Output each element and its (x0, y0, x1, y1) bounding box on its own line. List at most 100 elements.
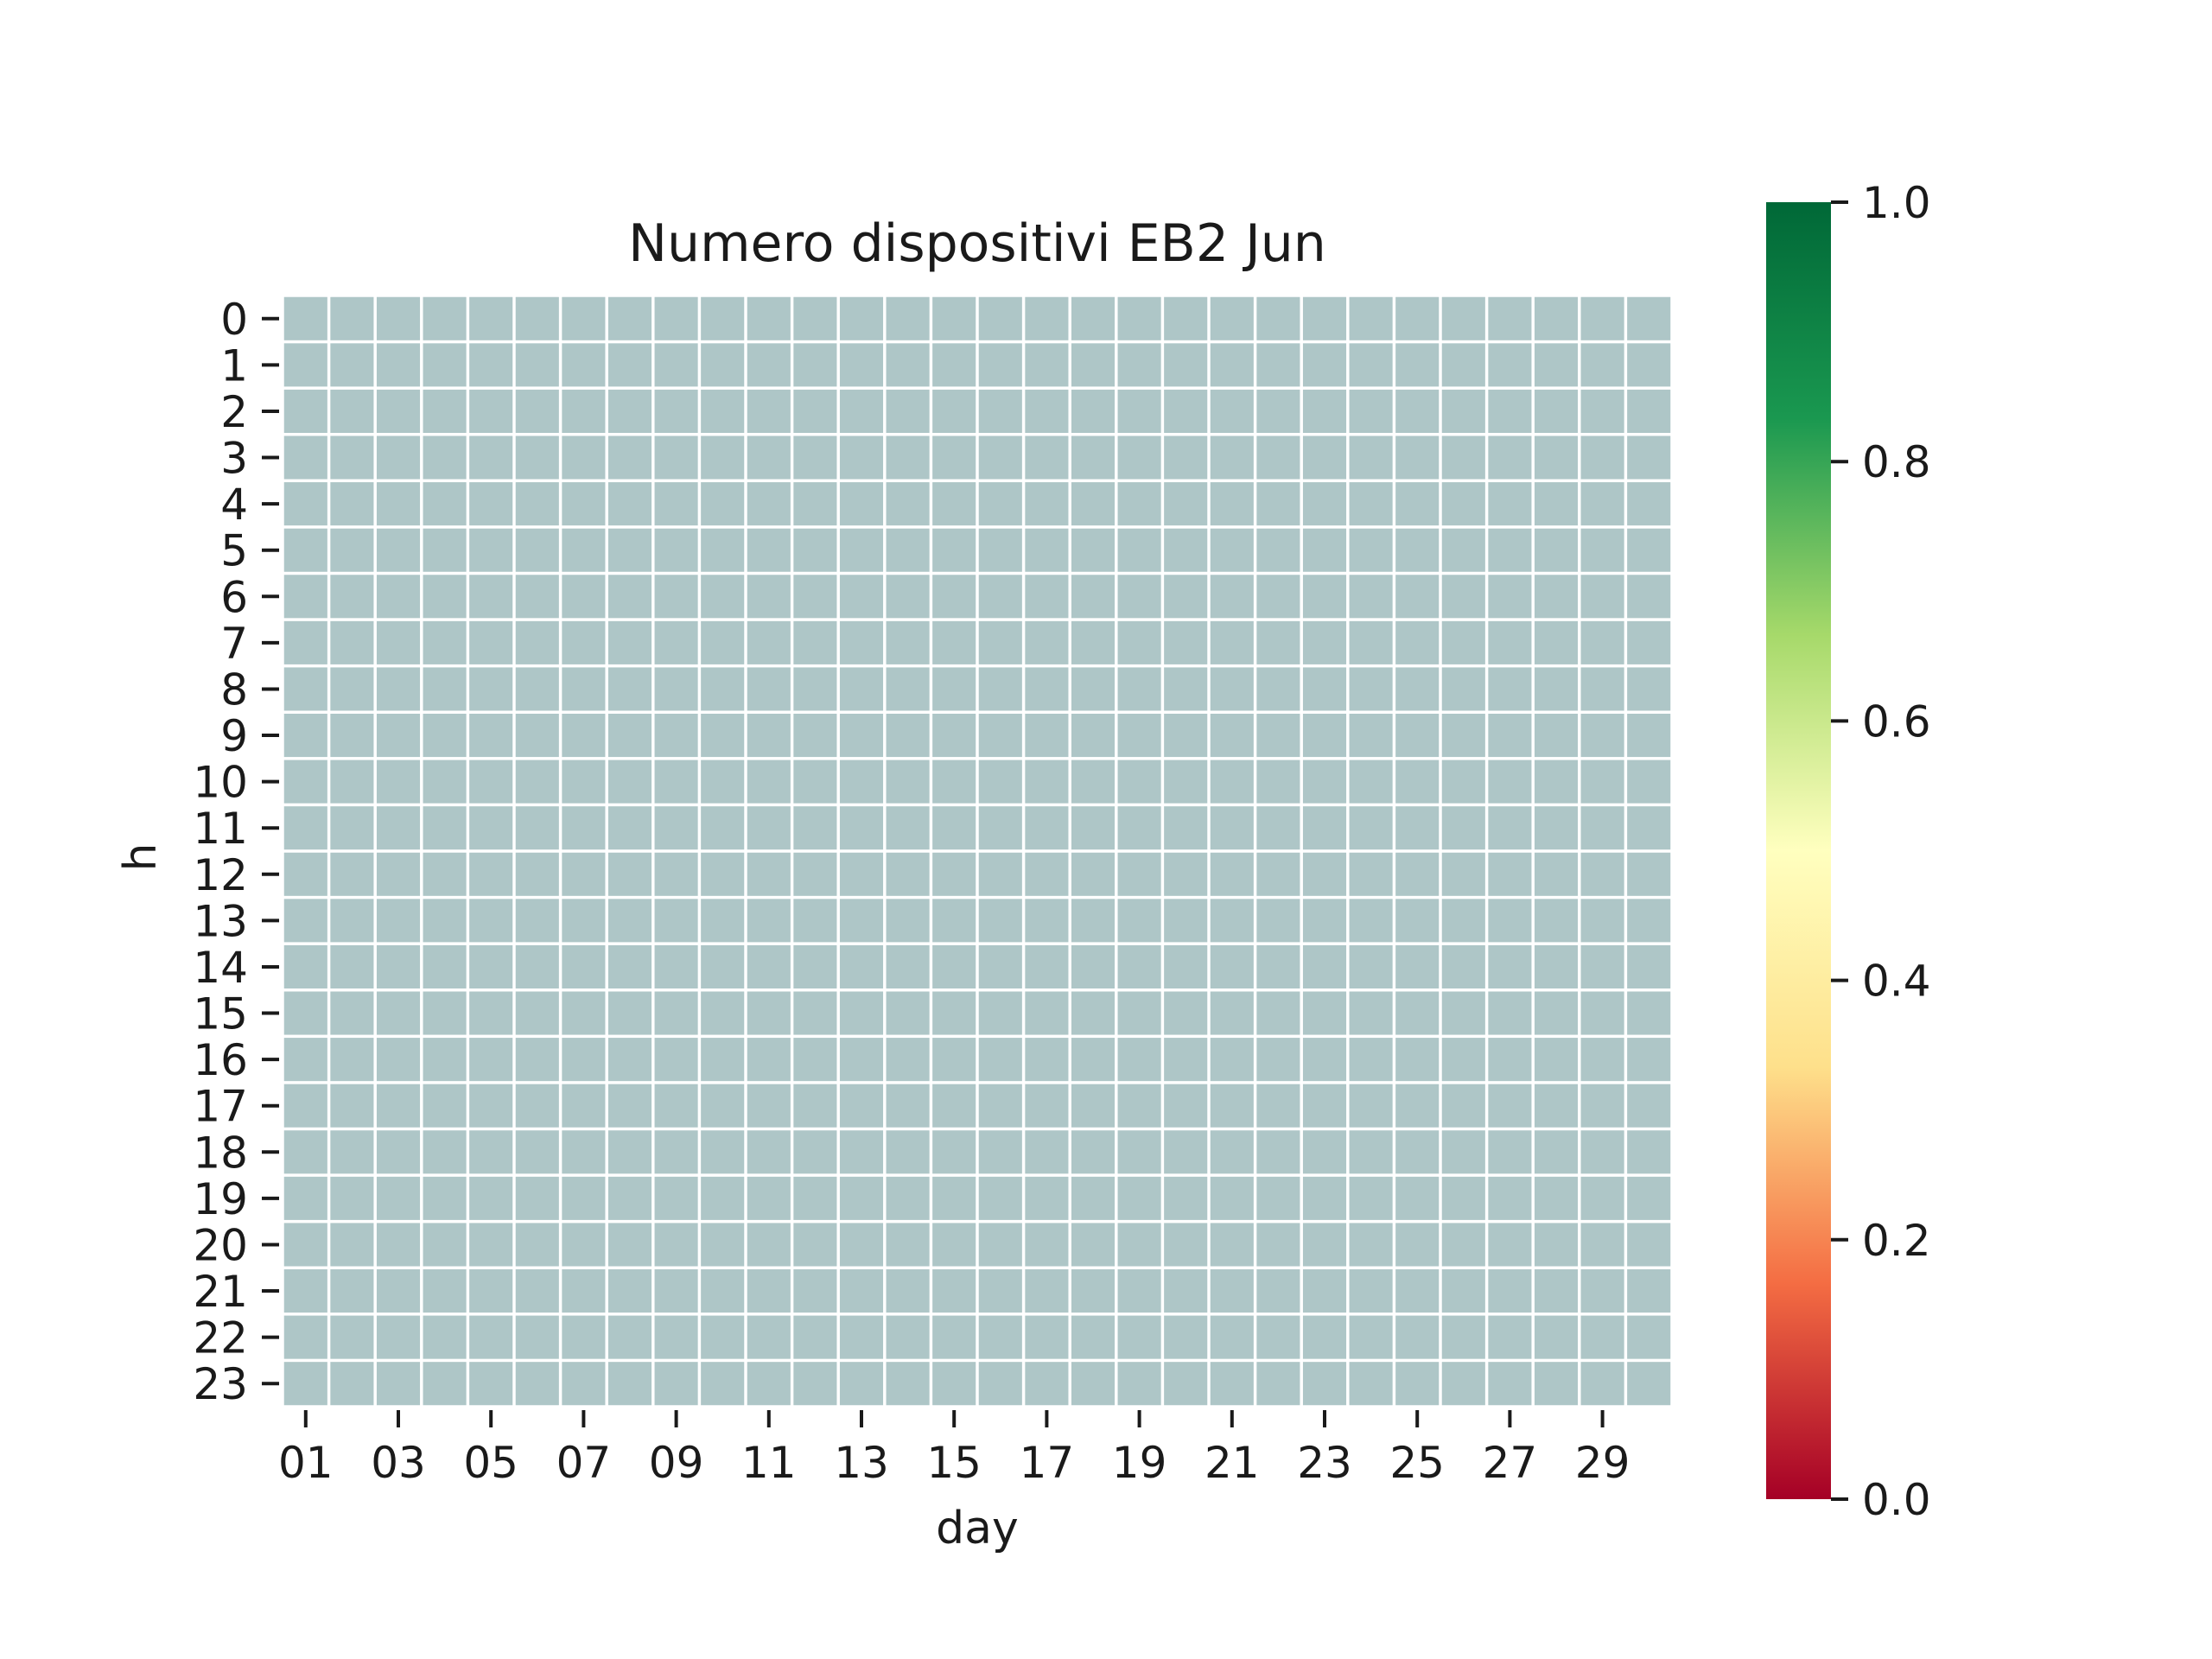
heatmap-cell (1025, 1269, 1069, 1313)
heatmap-cell (839, 1315, 884, 1359)
heatmap-cell (1534, 1315, 1579, 1359)
heatmap-cell (1580, 852, 1624, 896)
heatmap-cell (1580, 1362, 1624, 1406)
heatmap-cell (701, 991, 745, 1035)
heatmap-cell (654, 528, 698, 572)
heatmap-cell (330, 620, 374, 664)
heatmap-cell (1071, 1130, 1116, 1174)
heatmap-cell (1256, 1269, 1300, 1313)
heatmap-cell (793, 991, 837, 1035)
heatmap-cell (1210, 714, 1254, 758)
heatmap-cell (1164, 760, 1208, 804)
heatmap-cell (1164, 343, 1208, 387)
heatmap-cell (1302, 714, 1347, 758)
heatmap-cell (469, 343, 513, 387)
heatmap-cell (1349, 620, 1393, 664)
heatmap-cell (1441, 899, 1485, 943)
heatmap-cell (1256, 667, 1300, 711)
heatmap-cell (1256, 1362, 1300, 1406)
heatmap-cell (330, 806, 374, 850)
heatmap-cell (886, 389, 930, 433)
heatmap-cell (515, 1176, 559, 1220)
heatmap-cell (654, 435, 698, 480)
heatmap-cell (1256, 528, 1300, 572)
heatmap-cell (1302, 991, 1347, 1035)
heatmap-cell (515, 991, 559, 1035)
heatmap-cell (1302, 482, 1347, 526)
heatmap-cell (839, 1176, 884, 1220)
heatmap-cell (330, 991, 374, 1035)
heatmap-cell (886, 1084, 930, 1128)
heatmap-cell (330, 1315, 374, 1359)
heatmap-cell (932, 528, 976, 572)
x-tick-label: 13 (834, 1438, 889, 1488)
heatmap-cell (1441, 714, 1485, 758)
heatmap-cell (839, 528, 884, 572)
heatmap-cell (1164, 806, 1208, 850)
heatmap-cell (793, 714, 837, 758)
heatmap-cell (562, 343, 606, 387)
heatmap-cell (469, 575, 513, 619)
heatmap-cell (701, 528, 745, 572)
heatmap-cell (932, 899, 976, 943)
y-tick-label: 20 (193, 1220, 248, 1270)
heatmap-cell (747, 296, 791, 340)
heatmap-cell (515, 1223, 559, 1267)
heatmap-cell (747, 389, 791, 433)
heatmap-cell (607, 1084, 652, 1128)
heatmap-cell (1071, 1084, 1116, 1128)
heatmap-cell (562, 760, 606, 804)
heatmap-cell (1117, 296, 1161, 340)
heatmap-cell (793, 944, 837, 988)
heatmap-cell (469, 899, 513, 943)
heatmap-cell (283, 389, 327, 433)
heatmap-cell (1441, 852, 1485, 896)
heatmap-cell (469, 1362, 513, 1406)
heatmap-cell (701, 575, 745, 619)
heatmap-cell (283, 1269, 327, 1313)
heatmap-cell (1627, 389, 1671, 433)
heatmap-cell (469, 806, 513, 850)
heatmap-cell (839, 1084, 884, 1128)
heatmap-cell (793, 389, 837, 433)
heatmap-cell (283, 1223, 327, 1267)
heatmap-cell (793, 760, 837, 804)
heatmap-cell (515, 1315, 559, 1359)
heatmap-cell (1395, 575, 1440, 619)
heatmap-cell (793, 620, 837, 664)
heatmap-cell (1071, 714, 1116, 758)
colorbar-tick-label: 0.6 (1862, 696, 1931, 747)
heatmap-cell (701, 1223, 745, 1267)
heatmap-cell (1071, 435, 1116, 480)
heatmap-cell (1349, 899, 1393, 943)
heatmap-cell (1580, 528, 1624, 572)
heatmap-cell (1627, 714, 1671, 758)
heatmap-cell (1256, 1223, 1300, 1267)
heatmap-cell (515, 667, 559, 711)
heatmap-cell (515, 1362, 559, 1406)
heatmap-cell (1395, 714, 1440, 758)
x-tick-label: 11 (741, 1438, 797, 1488)
heatmap-cell (886, 296, 930, 340)
heatmap-cell (1534, 575, 1579, 619)
heatmap-cell (1349, 343, 1393, 387)
y-tick-label: 1 (220, 340, 248, 391)
heatmap-cell (1117, 482, 1161, 526)
heatmap-cell (283, 1315, 327, 1359)
heatmap-cell (793, 435, 837, 480)
heatmap-cell (1349, 806, 1393, 850)
heatmap-cell (330, 343, 374, 387)
heatmap-cell (932, 991, 976, 1035)
heatmap-cell (839, 944, 884, 988)
y-tick-label: 22 (193, 1313, 248, 1363)
heatmap-cell (1395, 435, 1440, 480)
y-tick-label: 2 (220, 387, 248, 437)
heatmap-cell (1349, 1315, 1393, 1359)
heatmap-cell (1164, 1362, 1208, 1406)
heatmap-cell (1534, 852, 1579, 896)
heatmap-cell (562, 620, 606, 664)
heatmap-cell (1534, 1269, 1579, 1313)
heatmap-cell (932, 806, 976, 850)
heatmap-cell (1488, 667, 1532, 711)
heatmap-cell (1580, 1130, 1624, 1174)
